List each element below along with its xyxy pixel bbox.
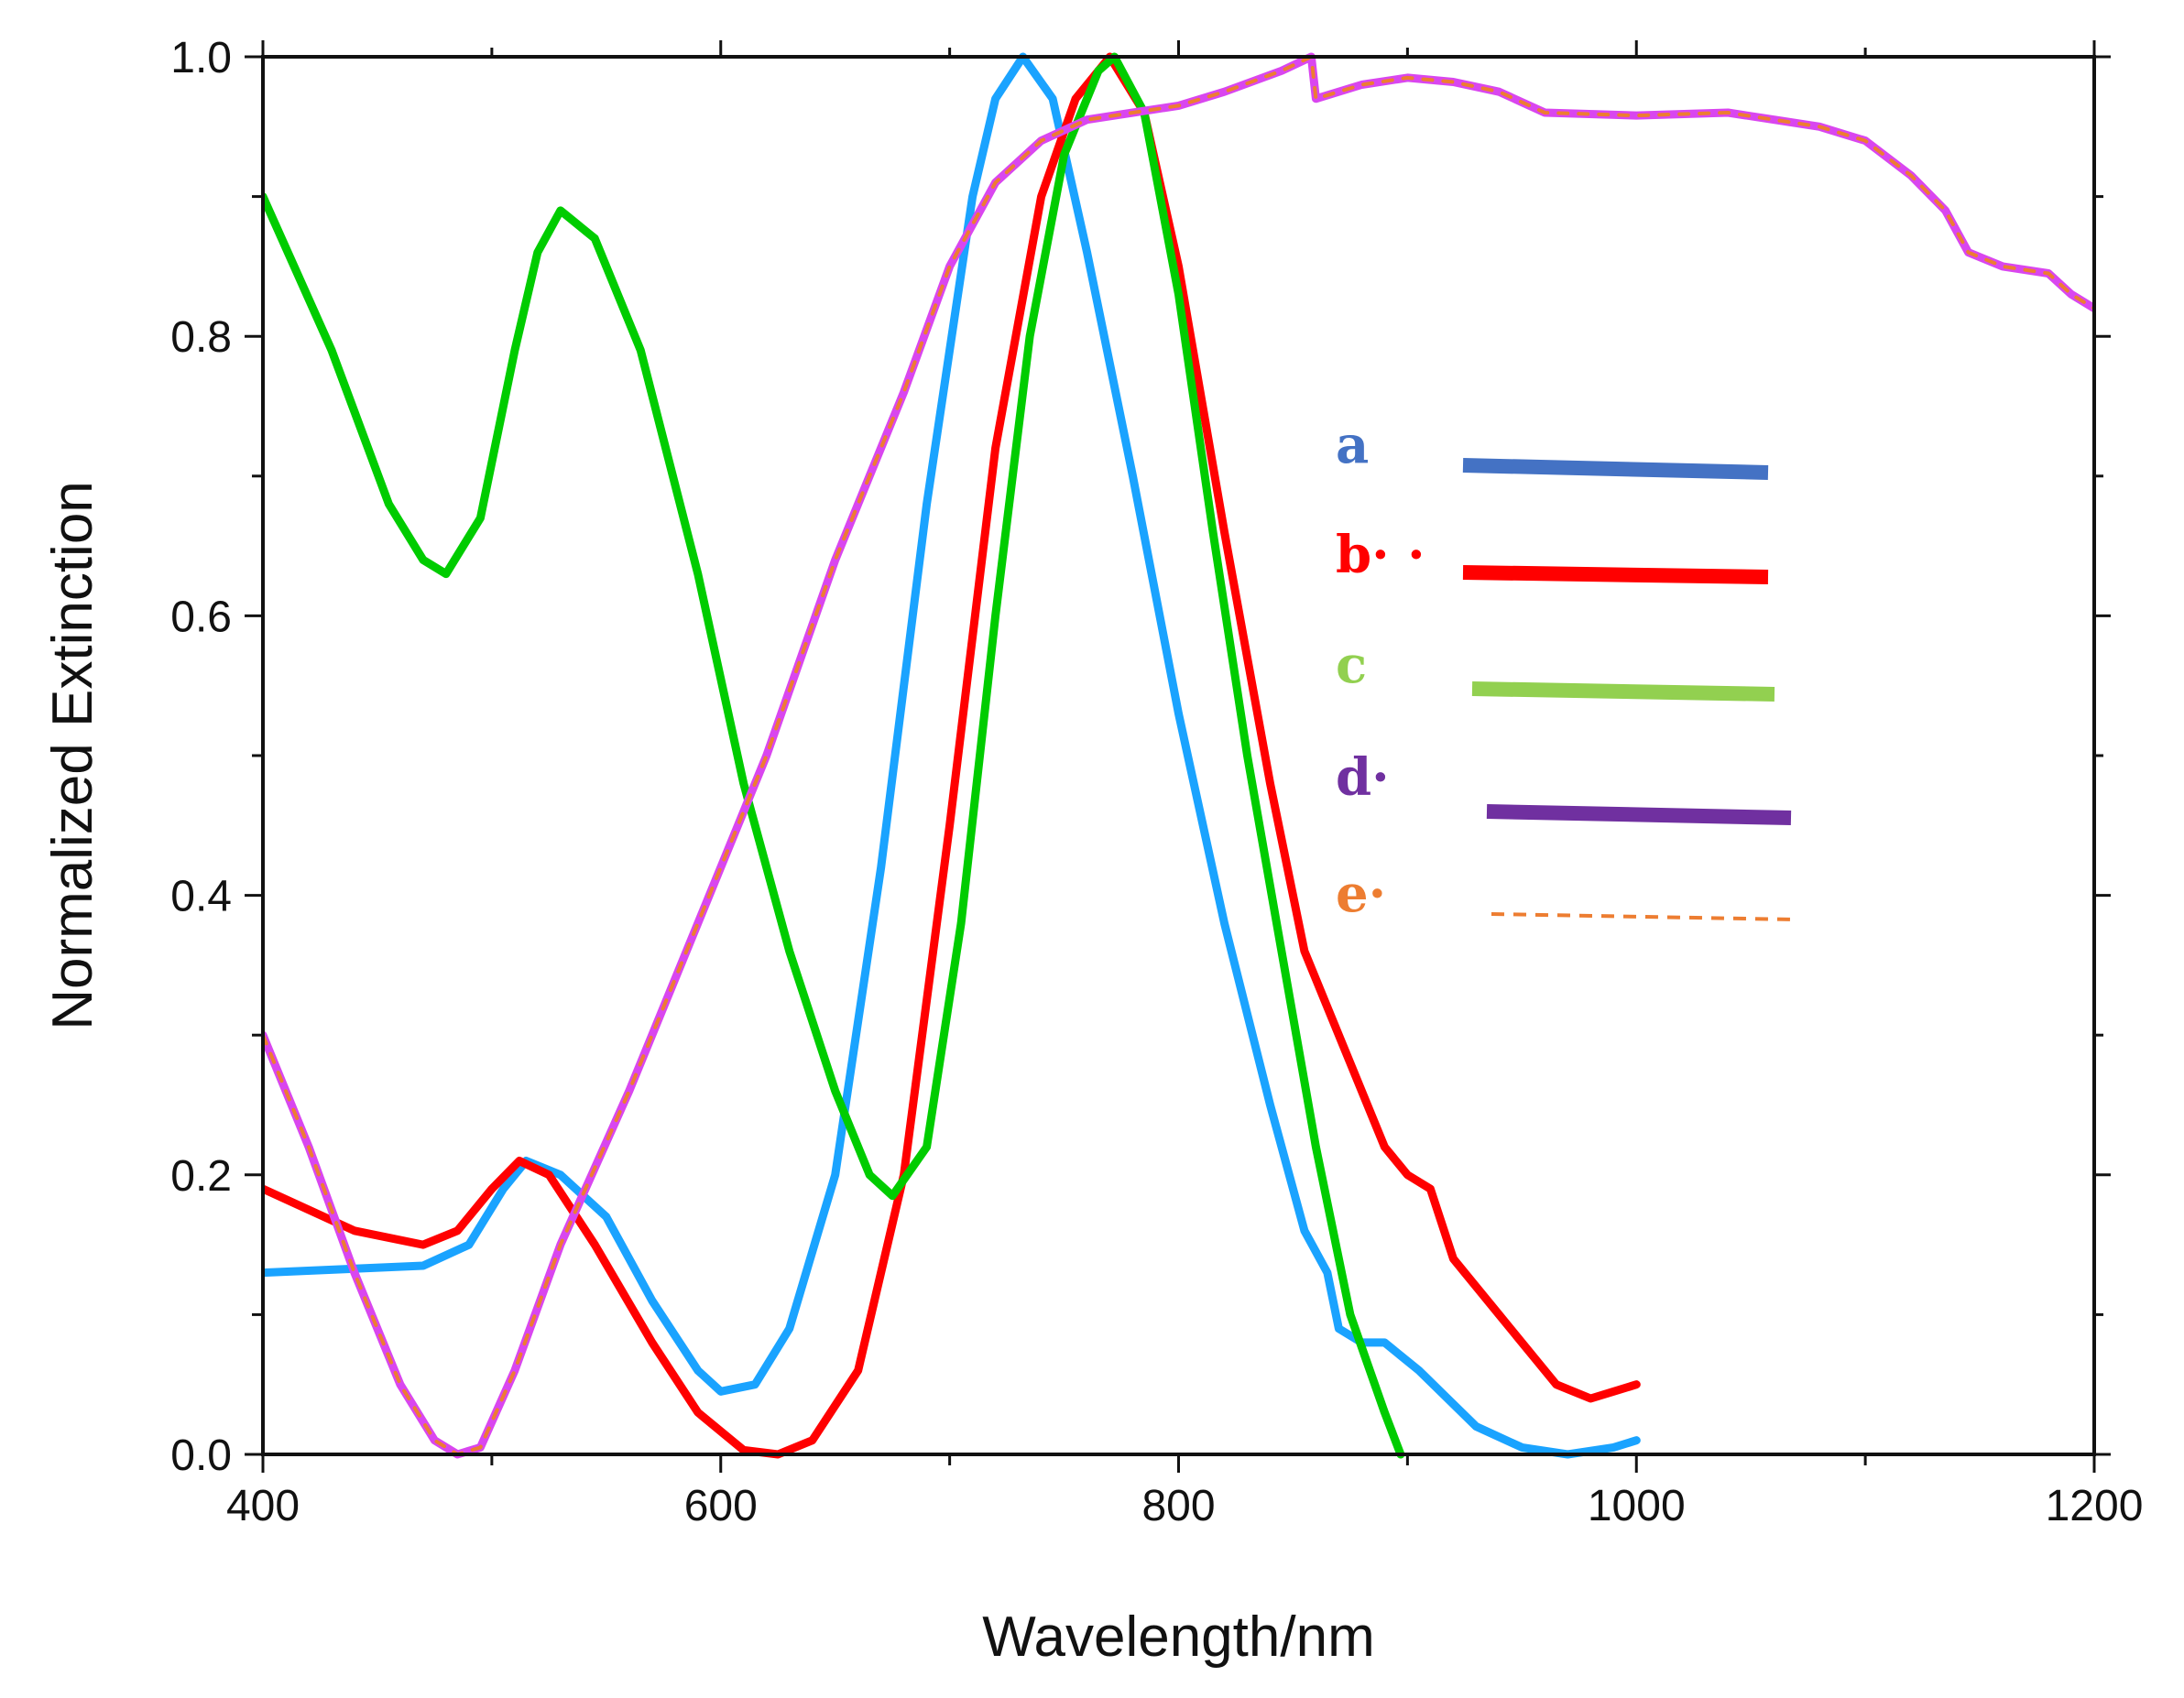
legend-swatch-b — [1462, 565, 1769, 584]
legend-swatch-c — [1471, 681, 1775, 702]
y-tick-label: 0.0 — [170, 1431, 232, 1480]
y-tick-label: 0.6 — [170, 593, 232, 641]
legend-label-e: e· — [1336, 864, 1386, 924]
legend-swatch-e — [1491, 912, 1796, 921]
x-tick-label: 800 — [1141, 1482, 1215, 1530]
y-tick-label: 0.2 — [170, 1152, 232, 1201]
x-tick-label: 400 — [226, 1482, 300, 1530]
y-tick-label: 0.4 — [170, 873, 232, 921]
series-c-line — [263, 52, 1405, 1459]
y-tick-label: 1.0 — [170, 34, 232, 82]
legend-label-a: a — [1336, 415, 1369, 475]
series-e-line — [263, 55, 2094, 1456]
x-tick-label: 1000 — [1588, 1482, 1686, 1530]
legend-label-b: b· · — [1336, 525, 1425, 585]
legend-label-c: c — [1336, 635, 1367, 695]
y-axis-title: Normalized Extinction — [41, 481, 104, 1030]
legend-swatch-a — [1462, 458, 1769, 480]
legend-label-d: d· — [1336, 747, 1390, 808]
series-b-line — [263, 52, 1641, 1459]
x-axis-title: Wavelength/nm — [982, 1605, 1374, 1669]
series-layer — [263, 52, 2094, 1459]
x-tick-label: 1200 — [2046, 1482, 2144, 1530]
x-tick-label: 600 — [684, 1482, 758, 1530]
axis-ticks — [245, 40, 2111, 1473]
legend: a b· · c d· e· — [1336, 415, 1796, 924]
y-tick-label: 0.8 — [170, 313, 232, 362]
axis-tick-labels: 400 600 800 1000 1200 0.0 0.2 0.4 0.6 0.8 1.0 — [170, 34, 2143, 1530]
legend-swatch-d — [1486, 804, 1792, 825]
